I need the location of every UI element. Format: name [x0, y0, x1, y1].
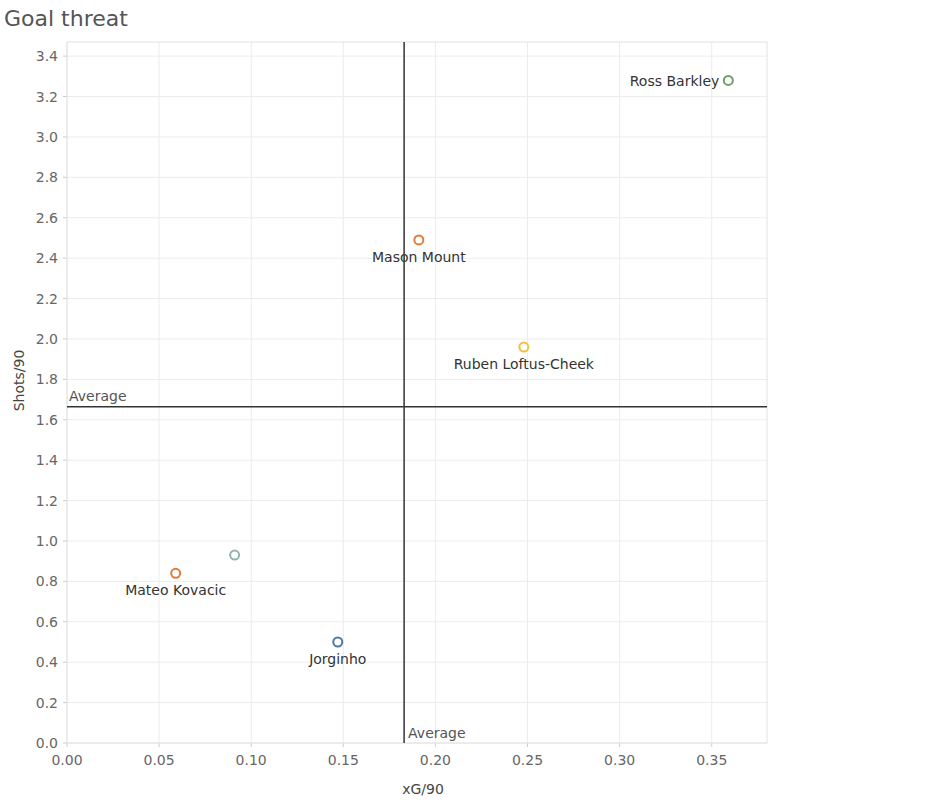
x-axis-label: xG/90 [402, 781, 444, 797]
average-line [403, 42, 405, 743]
y-tick-label: 3.4 [36, 48, 58, 64]
x-tick-label: 0.25 [512, 752, 543, 768]
y-tick-label: 2.0 [36, 331, 58, 347]
x-tick [619, 743, 620, 747]
average-label: Average [408, 725, 466, 741]
x-tick-label: 0.05 [144, 752, 175, 768]
y-tick-label: 2.6 [36, 210, 58, 226]
y-grid-line [67, 662, 767, 663]
y-tick-label: 1.2 [36, 493, 58, 509]
y-tick [63, 581, 67, 582]
x-grid-line [619, 42, 620, 743]
y-tick-label: 1.4 [36, 452, 58, 468]
title: Goal threat [4, 6, 128, 31]
x-tick [343, 743, 344, 747]
y-tick [63, 56, 67, 57]
x-tick-label: 0.35 [696, 752, 727, 768]
x-grid-line [159, 42, 160, 743]
point-label: Ross Barkley [630, 73, 720, 89]
y-axis-label: Shots/90 [11, 350, 27, 412]
x-tick-label: 0.00 [51, 752, 82, 768]
y-tick-label: 0.2 [36, 695, 58, 711]
point [171, 569, 180, 578]
x-tick-label: 0.30 [604, 752, 635, 768]
point [414, 235, 423, 244]
x-grid-line [435, 42, 436, 743]
y-tick [63, 419, 67, 420]
y-tick [63, 338, 67, 339]
y-grid-line [67, 338, 767, 339]
x-grid-line [251, 42, 252, 743]
y-tick [63, 258, 67, 259]
y-grid-line [67, 702, 767, 703]
y-tick-label: 2.4 [36, 250, 58, 266]
y-tick [63, 500, 67, 501]
y-grid-line [67, 217, 767, 218]
y-tick [63, 460, 67, 461]
x-tick-label: 0.20 [420, 752, 451, 768]
y-tick-label: 0.0 [36, 735, 58, 751]
y-tick [63, 298, 67, 299]
point [724, 76, 733, 85]
point-label: Ruben Loftus-Cheek [454, 356, 595, 372]
y-tick [63, 621, 67, 622]
grid [63, 42, 767, 747]
x-tick [435, 743, 436, 747]
marks [67, 42, 767, 743]
x-tick [711, 743, 712, 747]
y-tick-label: 2.8 [36, 169, 58, 185]
y-grid-line [67, 96, 767, 97]
average-line [67, 406, 767, 408]
y-tick-label: 2.2 [36, 291, 58, 307]
y-grid-line [67, 379, 767, 380]
chart: Goal threat 0.00 0.05 0.10 0.15 0.20 0.25 0.30 0… [0, 0, 934, 807]
y-grid-line [67, 298, 767, 299]
y-grid-line [67, 621, 767, 622]
y-grid-line [67, 540, 767, 541]
x-tick [67, 743, 68, 747]
y-grid-line [67, 177, 767, 178]
x-grid-line [527, 42, 528, 743]
point-label: Mason Mount [372, 249, 466, 265]
point [230, 551, 239, 560]
y-tick [63, 743, 67, 744]
y-tick-label: 0.4 [36, 654, 58, 670]
y-tick-label: 3.0 [36, 129, 58, 145]
x-tick [159, 743, 160, 747]
point-label: Mateo Kovacic [125, 582, 226, 598]
y-grid-line [67, 460, 767, 461]
y-grid-line [67, 500, 767, 501]
y-tick [63, 702, 67, 703]
y-grid-line [67, 136, 767, 137]
y-tick-label: 1.0 [36, 533, 58, 549]
y-tick [63, 540, 67, 541]
x-tick-label: 0.10 [236, 752, 267, 768]
y-tick [63, 217, 67, 218]
x-tick [527, 743, 528, 747]
y-grid-line [67, 419, 767, 420]
x-tick-label: 0.15 [328, 752, 359, 768]
y-tick-label: 0.6 [36, 614, 58, 630]
y-tick-label: 1.8 [36, 371, 58, 387]
y-tick [63, 379, 67, 380]
plot-frame [67, 42, 767, 743]
y-tick [63, 136, 67, 137]
x-tick [251, 743, 252, 747]
y-tick [63, 96, 67, 97]
point-label: Jorginho [308, 651, 366, 667]
x-grid-line [711, 42, 712, 743]
point [519, 343, 528, 352]
y-grid-line [67, 56, 767, 57]
y-tick-label: 1.6 [36, 412, 58, 428]
x-grid-line [343, 42, 344, 743]
y-tick [63, 662, 67, 663]
y-tick-label: 3.2 [36, 89, 58, 105]
y-tick [63, 177, 67, 178]
point [333, 637, 342, 646]
average-label: Average [69, 388, 127, 404]
y-tick-label: 0.8 [36, 573, 58, 589]
